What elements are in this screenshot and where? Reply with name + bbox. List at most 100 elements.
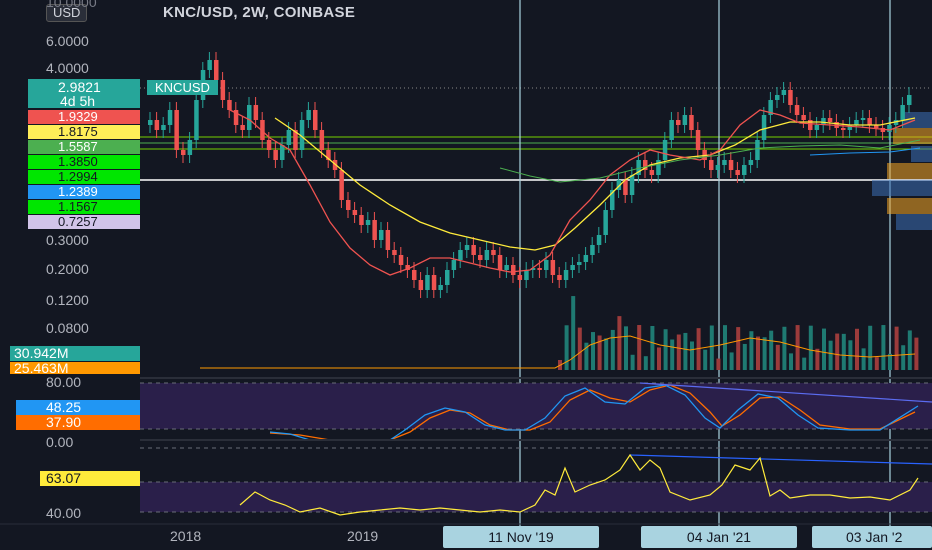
candle xyxy=(827,118,833,122)
volume-bar xyxy=(881,325,886,370)
candle xyxy=(682,115,688,125)
volume-bar xyxy=(723,325,727,370)
volume-profile-row xyxy=(887,163,932,179)
volume-bar xyxy=(617,316,622,370)
candle xyxy=(497,255,503,270)
candle xyxy=(431,275,437,290)
candle xyxy=(557,275,562,280)
volume-bar xyxy=(802,357,807,370)
date-marker-label: 11 Nov '19 xyxy=(443,526,599,548)
symbol-tag: KNCUSD xyxy=(147,80,218,95)
candle xyxy=(293,130,298,150)
volume-bar xyxy=(868,325,873,370)
candlestick-series xyxy=(148,52,912,298)
candle xyxy=(273,150,278,160)
candle xyxy=(577,262,582,265)
candle xyxy=(662,140,668,160)
volume-bar xyxy=(835,333,840,370)
candle xyxy=(187,140,193,155)
time-tick: 2018 xyxy=(170,528,202,544)
volume-bar xyxy=(571,296,576,370)
candle xyxy=(629,175,635,195)
candle xyxy=(550,260,556,275)
candle xyxy=(590,245,595,255)
candle xyxy=(194,100,199,140)
candle xyxy=(583,255,589,262)
candle xyxy=(418,280,424,290)
candle xyxy=(372,220,377,240)
candle xyxy=(880,128,886,132)
candle xyxy=(227,100,232,110)
time-tick: 2019 xyxy=(347,528,379,544)
stoch-rsi-band xyxy=(140,383,932,429)
price-label-green: 1.5587 xyxy=(28,140,140,154)
candle xyxy=(365,220,371,225)
candle xyxy=(207,60,212,70)
symbol-title: KNC/USD, 2W, COINBASE xyxy=(163,4,356,21)
candle xyxy=(900,105,905,120)
candle xyxy=(491,250,496,255)
price-tick: 6.0000 xyxy=(46,33,89,49)
candle xyxy=(253,105,259,120)
candle xyxy=(748,160,754,165)
rsi-value-label: 63.07 xyxy=(40,471,140,486)
candle xyxy=(484,250,490,260)
candle xyxy=(504,265,509,270)
volume-bar xyxy=(577,327,582,370)
candle xyxy=(814,125,820,130)
stoch-trendline xyxy=(639,382,932,403)
volume-bar xyxy=(584,342,589,370)
date-marker-label: 03 Jan '2 xyxy=(812,526,932,548)
horizontal-level-lines xyxy=(140,87,932,181)
date-marker-label: 04 Jan '21 xyxy=(641,526,797,548)
volume-bar xyxy=(670,339,675,370)
candle xyxy=(715,165,721,170)
volume-profile xyxy=(872,112,932,230)
volume-bar xyxy=(736,327,741,370)
candle xyxy=(616,180,622,190)
candle xyxy=(781,90,787,95)
volume-bar xyxy=(841,333,846,370)
rsi-trendline xyxy=(629,454,932,465)
candle xyxy=(478,255,483,260)
candle xyxy=(649,170,655,175)
candle xyxy=(464,245,470,250)
volume-bar xyxy=(709,325,714,370)
volume-bar xyxy=(762,337,767,370)
volume-bar xyxy=(650,325,655,370)
volume-bar xyxy=(624,326,628,370)
volume-profile-row xyxy=(911,146,932,162)
price-tick: 0.0800 xyxy=(46,320,89,336)
volume-bar xyxy=(848,340,853,370)
volume-bar xyxy=(703,349,708,370)
volume-profile-row xyxy=(896,214,932,230)
candle xyxy=(887,125,892,132)
candle xyxy=(247,105,252,130)
candle xyxy=(728,160,734,170)
candle xyxy=(867,118,872,125)
candle xyxy=(306,110,311,120)
price-tick: 4.0000 xyxy=(46,60,89,76)
candle xyxy=(379,230,384,240)
price-tick-top: 10.0000 xyxy=(46,0,97,10)
candle xyxy=(735,170,740,175)
candle xyxy=(438,285,443,290)
volume-bar xyxy=(597,335,602,370)
volume-bars xyxy=(558,296,919,370)
candle xyxy=(775,95,780,100)
candle xyxy=(471,245,476,255)
currency-button[interactable]: USD xyxy=(46,4,88,22)
candle xyxy=(854,120,859,125)
candle xyxy=(214,60,219,80)
candle xyxy=(742,165,747,175)
volume-bar xyxy=(564,325,569,370)
candle xyxy=(860,118,866,120)
candle xyxy=(563,270,569,280)
volume-bar xyxy=(789,353,793,370)
candle xyxy=(154,120,160,130)
candle xyxy=(266,140,272,150)
candle xyxy=(524,270,529,280)
candle xyxy=(286,130,292,145)
candle xyxy=(148,120,153,125)
